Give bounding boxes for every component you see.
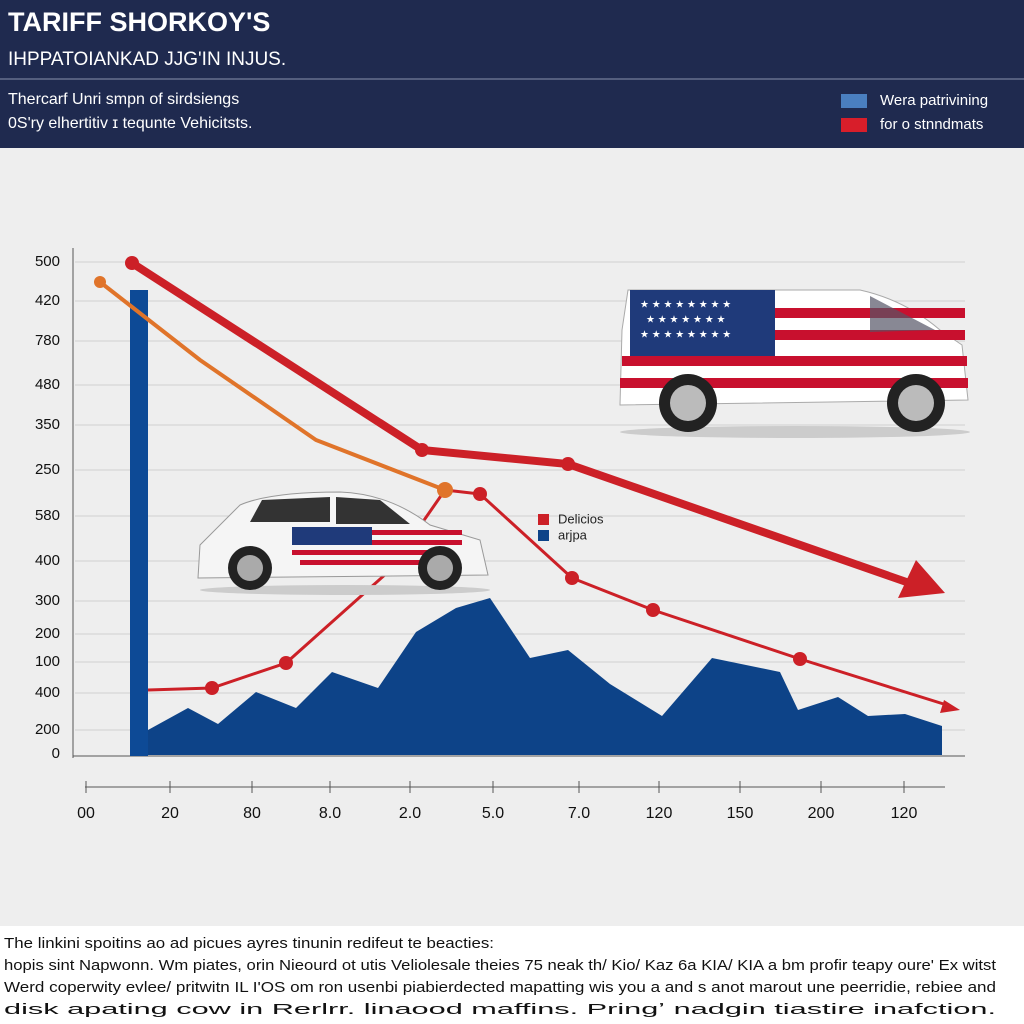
x-label: 8.0: [319, 805, 341, 822]
y-label: 500: [35, 253, 60, 270]
inset-label: Delicios: [558, 511, 604, 526]
dots: [125, 256, 807, 695]
area: [148, 598, 942, 755]
y-label: 420: [35, 292, 60, 309]
y-label: 780: [35, 332, 60, 349]
bar: [130, 290, 148, 756]
inset-swatch: [538, 514, 549, 525]
x-label: 20: [161, 805, 179, 822]
dot: [437, 482, 453, 498]
y-label: 480: [35, 376, 60, 393]
y-label: 300: [35, 592, 60, 609]
svg-text:★ ★ ★ ★ ★ ★ ★: ★ ★ ★ ★ ★ ★ ★: [646, 315, 725, 326]
footer-line: Werd coperwity evlee/ pritwitn IL I'OS o…: [4, 979, 996, 996]
thick-line: [129, 259, 917, 589]
svg-text:★ ★ ★ ★ ★ ★ ★ ★: ★ ★ ★ ★ ★ ★ ★ ★: [640, 300, 731, 311]
x-label: 5.0: [482, 805, 504, 822]
x-label: 120: [646, 805, 673, 822]
dot: [94, 276, 106, 288]
y-label: 100: [35, 653, 60, 670]
svg-text:★ ★ ★ ★ ★ ★ ★ ★: ★ ★ ★ ★ ★ ★ ★ ★: [640, 330, 731, 341]
legend-swatch: [841, 118, 867, 132]
arrowhead: [898, 560, 945, 598]
x-label: 7.0: [568, 805, 590, 822]
arrowhead: [940, 700, 960, 713]
thin-line: [147, 488, 951, 708]
legend-label: Wera patrivining: [880, 92, 988, 109]
footer: The linkini spoitins ao ad picues ayres …: [4, 935, 997, 1018]
y-label: 0: [52, 745, 60, 762]
footer-line: The linkini spoitins ao ad picues ayres …: [4, 935, 494, 952]
x-label: 80: [243, 805, 261, 822]
footer-line: hopis sint Napwonn. Wm piates, orin Nieo…: [4, 957, 997, 974]
y-label: 580: [35, 507, 60, 524]
y-labels: 500 420 780 480 350 250 580 400 300 200 100 400 200 0: [35, 253, 60, 762]
x-label: 200: [808, 805, 835, 822]
x-label: 150: [727, 805, 754, 822]
legend-swatch: [841, 94, 867, 108]
footer-line: disk apating cow in Rerlrr. linaood maff…: [4, 1001, 996, 1018]
y-label: 250: [35, 461, 60, 478]
x-labels: 00 20 80 8.0 2.0 5.0 7.0 120 150 200 120: [77, 781, 917, 822]
chart-bg: [0, 148, 1024, 926]
header-line: 0S'ry elhertitiv ɪ tequnte Vehicitsts.: [8, 115, 252, 132]
y-label: 350: [35, 416, 60, 433]
y-label: 400: [35, 552, 60, 569]
x-label: 120: [891, 805, 918, 822]
x-label: 00: [77, 805, 95, 822]
suv-illustration: [197, 491, 490, 595]
inset-swatch: [538, 530, 549, 541]
orange-line: [98, 280, 446, 492]
legend-label: for o stnndmats: [880, 116, 983, 133]
y-label: 200: [35, 721, 60, 738]
y-label: 200: [35, 625, 60, 642]
title: TARIFF SHORKOY'S: [8, 7, 270, 37]
subtitle: IHPPATOIANKAD JJG'IN INJUS.: [8, 49, 286, 70]
header-line: Thercarf Unri smpn of sirdsiengs: [8, 91, 239, 108]
inset-label: arjpa: [558, 527, 588, 542]
van-illustration: ★ ★ ★ ★ ★ ★ ★ ★ ★ ★ ★ ★ ★ ★ ★ ★ ★ ★ ★ ★ ★ …: [619, 289, 970, 438]
x-label: 2.0: [399, 805, 421, 822]
y-label: 400: [35, 684, 60, 701]
